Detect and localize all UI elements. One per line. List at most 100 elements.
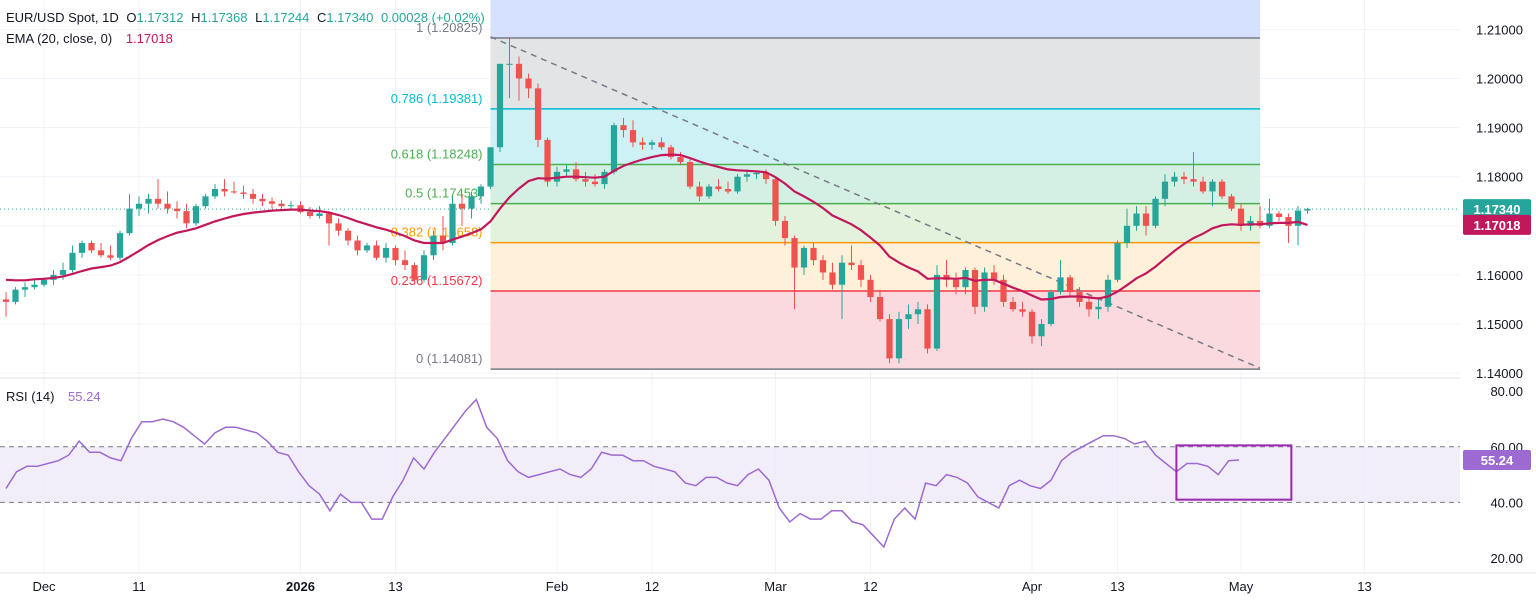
candle-body xyxy=(88,243,95,251)
candle-body xyxy=(1209,181,1216,192)
candle-body xyxy=(572,169,580,180)
ema-price-tag-bg xyxy=(1463,214,1531,235)
ema-legend: EMA (20, close, 0) 1.17018 xyxy=(6,31,177,46)
candle-body xyxy=(800,247,808,268)
candle-body xyxy=(240,192,247,194)
candle-body xyxy=(724,189,732,192)
candle-body xyxy=(344,230,352,241)
candle-body xyxy=(1228,196,1235,209)
fibonacci-retracement[interactable]: 1 (1.20825) 0.786 (1.19381) 0.618 (1.18248… xyxy=(391,0,1260,370)
candle-body xyxy=(21,287,29,290)
candle-body xyxy=(420,255,428,280)
candle-body xyxy=(705,186,713,197)
candle-body xyxy=(886,319,893,359)
ema-value: 1.17018 xyxy=(125,31,173,46)
candle-body xyxy=(1161,181,1169,199)
fib-level-label: 0.5 (1.17453) xyxy=(405,186,482,201)
rsi-band xyxy=(0,446,1460,503)
candle-body xyxy=(468,196,475,209)
candle-body xyxy=(449,203,456,243)
candle-body xyxy=(1057,277,1064,293)
open-value: 1.17312 xyxy=(136,10,184,25)
candle-body xyxy=(591,181,599,185)
candle-body xyxy=(582,179,589,182)
fib-level-label: 1 (1.20825) xyxy=(416,20,483,35)
candle-body xyxy=(221,189,228,192)
candle-body xyxy=(107,255,114,258)
price-tick-label: 1.15000 xyxy=(1476,317,1523,332)
time-tick-label: Dec xyxy=(32,579,56,594)
candle-body xyxy=(97,250,105,256)
fib-band xyxy=(490,291,1260,370)
ema-price-tag: 1.17018 xyxy=(1474,218,1521,233)
fib-level-label: 0.382 (1.16658) xyxy=(391,225,483,240)
candle-body xyxy=(287,205,295,207)
candle-body xyxy=(525,78,532,89)
close-value: 1.17340 xyxy=(326,10,374,25)
candle-body xyxy=(810,247,817,261)
price-tick-label: 1.20000 xyxy=(1476,72,1523,87)
price-tick-label: 1.19000 xyxy=(1476,121,1523,136)
candle-body xyxy=(59,270,67,275)
candle-body xyxy=(135,203,143,209)
fib-level-label: 0.618 (1.18248) xyxy=(391,147,483,162)
candle-body xyxy=(78,243,86,253)
time-tick-label: May xyxy=(1229,579,1254,594)
candle-body xyxy=(392,247,399,261)
candle-body xyxy=(1142,213,1150,226)
last-price-tag: 1.17340 xyxy=(1474,202,1521,217)
candle-body xyxy=(610,125,618,172)
rsi-line xyxy=(5,398,1240,549)
candle-body xyxy=(648,142,656,145)
candle-body xyxy=(914,309,922,315)
symbol-title[interactable]: EUR/USD Spot, 1D xyxy=(6,10,119,25)
candle-body xyxy=(306,212,314,216)
candle-body xyxy=(781,220,789,239)
rsi-pane xyxy=(0,398,1460,549)
candle-body xyxy=(1133,213,1140,226)
candle-body xyxy=(686,162,694,187)
time-tick-label: 12 xyxy=(863,579,877,594)
time-tick-label: 13 xyxy=(388,579,402,594)
candle-body xyxy=(515,63,523,79)
candle-body xyxy=(1266,213,1273,226)
candle-body xyxy=(895,319,903,359)
candle-body xyxy=(1304,209,1311,211)
candle-body xyxy=(1152,198,1159,226)
price-tick-label: 1.21000 xyxy=(1476,22,1523,37)
time-tick-label: Mar xyxy=(764,579,787,594)
candle-body xyxy=(211,189,219,197)
rsi-tick-label: 40.00 xyxy=(1490,495,1523,510)
price-tick-label: 1.16000 xyxy=(1476,268,1523,283)
fib-band xyxy=(490,203,1260,243)
trendline[interactable] xyxy=(490,36,1261,369)
candle-body xyxy=(316,213,323,216)
candle-body xyxy=(335,223,342,231)
candle-body xyxy=(924,309,931,349)
candle-body xyxy=(69,252,76,270)
rsi-title[interactable]: RSI (14) xyxy=(6,389,55,404)
candle-body xyxy=(1294,210,1302,226)
open-label: O xyxy=(126,10,137,25)
candle-body xyxy=(1199,181,1207,192)
candle-body xyxy=(354,240,361,251)
candle-body xyxy=(506,63,513,65)
candle-body xyxy=(1028,311,1036,337)
fib-band xyxy=(490,108,1260,165)
candle-body xyxy=(183,211,190,224)
ema-title[interactable]: EMA (20, close, 0) xyxy=(6,31,113,46)
time-tick-label: 11 xyxy=(132,579,146,594)
candle-body xyxy=(145,198,152,204)
rsi-highlight-box xyxy=(1175,444,1293,501)
candle-body xyxy=(430,235,437,256)
candle-body xyxy=(268,201,276,204)
ema-line xyxy=(5,153,1308,301)
low-label: L xyxy=(255,10,263,25)
close-label: C xyxy=(316,10,327,25)
candle-body xyxy=(1123,225,1131,243)
candle-body xyxy=(1085,301,1093,310)
candle-body xyxy=(639,142,646,145)
candle-body xyxy=(325,213,333,224)
candle-body xyxy=(753,172,760,175)
